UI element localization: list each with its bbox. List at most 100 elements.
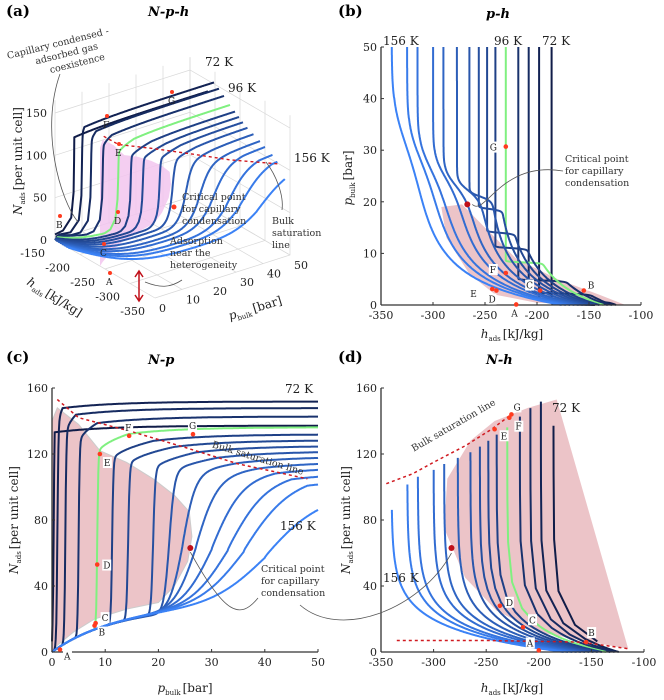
- y-tick-label: 50: [294, 259, 308, 272]
- y-tick-label: 80: [34, 514, 48, 527]
- critical-arrow: [189, 551, 259, 611]
- point-E: [117, 142, 121, 146]
- isotherm-72K: [552, 425, 598, 643]
- point-label-C: C: [100, 249, 107, 259]
- y-tick-label: 10: [363, 247, 377, 260]
- label-72K-d: 72 K: [552, 401, 581, 415]
- panel-b: -350 -300 -250 -200 -150 -100 0 10 20 30 40 50 A B C D E…: [338, 2, 653, 343]
- panel-c-plot: 0 10 20 30 40 50 0 40 80 120 160 A BC D E F G: [27, 382, 325, 669]
- y-tick-label: 40: [363, 93, 377, 106]
- x-axis-label-d: hads [kJ/kg]: [481, 681, 543, 697]
- y-tick-label: 80: [363, 514, 377, 527]
- isotherm-108K: [486, 47, 596, 306]
- y-tick-label: 160: [27, 382, 48, 395]
- isotherm-156K: [67, 178, 286, 260]
- point-F: [105, 114, 109, 118]
- point-E: [492, 426, 497, 432]
- isotherm-90K: [51, 415, 318, 653]
- isotherm-144K: [416, 476, 573, 653]
- point-label-bg: [100, 612, 110, 624]
- point-label-G: G: [513, 403, 520, 413]
- point-C: [537, 288, 543, 293]
- point-label-bg: [586, 279, 596, 291]
- heterogeneity-pointer: [144, 279, 183, 287]
- annotation-line: near the: [170, 248, 211, 259]
- point-E: [97, 451, 103, 457]
- z-tick-label: 100: [26, 149, 47, 162]
- x-tick-label: -150: [577, 309, 602, 322]
- x-tick-label: 10: [98, 656, 112, 669]
- point-label-bg: [469, 288, 479, 300]
- isotherm-96K: [54, 103, 231, 241]
- isotherm-78K: [539, 401, 619, 653]
- point-label-F: F: [490, 266, 496, 276]
- annotation-line: condensation: [565, 178, 629, 189]
- y-tick-label: 0: [370, 299, 377, 312]
- label-72K-a: 72 K: [205, 55, 234, 69]
- x-axis-label-c: pbulk [bar]: [157, 681, 212, 697]
- bulk-saturation-line: [56, 398, 308, 480]
- panel-d-label: (d): [338, 348, 363, 366]
- point-B: [58, 214, 62, 218]
- x-tick-label: -250: [70, 276, 95, 289]
- point-label-bg: [510, 307, 520, 319]
- point-label-B: B: [588, 629, 595, 639]
- isotherm-150K: [406, 484, 569, 653]
- y-tick-label: 40: [34, 580, 48, 593]
- x-tick-label: -300: [421, 309, 446, 322]
- coexistence-arrow: [51, 73, 79, 223]
- point-label-bg: [102, 457, 112, 468]
- isotherm-156K: [390, 509, 564, 653]
- isotherm-114K: [478, 446, 594, 653]
- isotherm-72K: [51, 424, 318, 642]
- point-D: [497, 603, 503, 609]
- y-tick-label: 0: [41, 646, 48, 659]
- y-tick-label: 0: [370, 646, 377, 659]
- point-label-F: F: [125, 424, 131, 434]
- label-96K-a: 96 K: [228, 81, 257, 95]
- isotherm-84K: [54, 87, 220, 241]
- point-label-G: G: [189, 422, 196, 432]
- isotherm-102K: [494, 47, 600, 306]
- point-label-A: A: [63, 653, 71, 663]
- panel-b-title: p-h: [486, 7, 510, 22]
- annotation-line: for capillary: [565, 166, 624, 177]
- isotherm-138K: [432, 469, 577, 653]
- y-axis-label-c: Nads[per unit cell]: [7, 466, 23, 575]
- point-A: [108, 271, 112, 275]
- critical-point: [464, 201, 471, 208]
- x-tick-label: -250: [474, 656, 499, 669]
- point-C: [102, 242, 106, 246]
- annotation-line: for capillary: [261, 576, 320, 587]
- x-tick-label: -100: [632, 656, 657, 669]
- isotherm-126K: [456, 457, 586, 653]
- isotherm-78K: [51, 400, 318, 653]
- y-tick-label: 20: [213, 285, 227, 298]
- y-tick-label: 50: [363, 41, 377, 54]
- isotherm-120K: [55, 126, 248, 246]
- isotherm-150K: [65, 160, 278, 258]
- label-156K-b: 156 K: [383, 34, 420, 48]
- point-D: [116, 210, 120, 214]
- point-label-bg: [528, 614, 538, 626]
- annotation-critical-c: Critical point for capillary condensatio…: [261, 564, 325, 599]
- z-axis-label-a: Nads[per unit cell]: [11, 107, 27, 216]
- panel-a: 0 50 100 150 -150-200-250-300-350 0 10 20 30 40 50…: [6, 2, 331, 323]
- annotation-line: saturation: [272, 228, 321, 239]
- point-label-G: G: [168, 97, 175, 107]
- point-label-bg: [525, 279, 535, 291]
- isotherm-78K: [54, 81, 215, 241]
- isotherm-78K: [538, 47, 617, 306]
- point-label-C: C: [102, 614, 109, 624]
- point-label-bg: [97, 626, 107, 638]
- isotherm-132K: [59, 140, 261, 251]
- point-B: [583, 639, 589, 645]
- y-tick-label: 160: [356, 382, 377, 395]
- y-tick-label: 0: [159, 302, 166, 315]
- x-tick-label: -250: [473, 309, 498, 322]
- x-axis-label-b: hads [kJ/kg]: [481, 327, 543, 343]
- isotherm-138K: [61, 146, 266, 253]
- point-label-E: E: [104, 459, 111, 469]
- point-label-A: A: [510, 309, 518, 319]
